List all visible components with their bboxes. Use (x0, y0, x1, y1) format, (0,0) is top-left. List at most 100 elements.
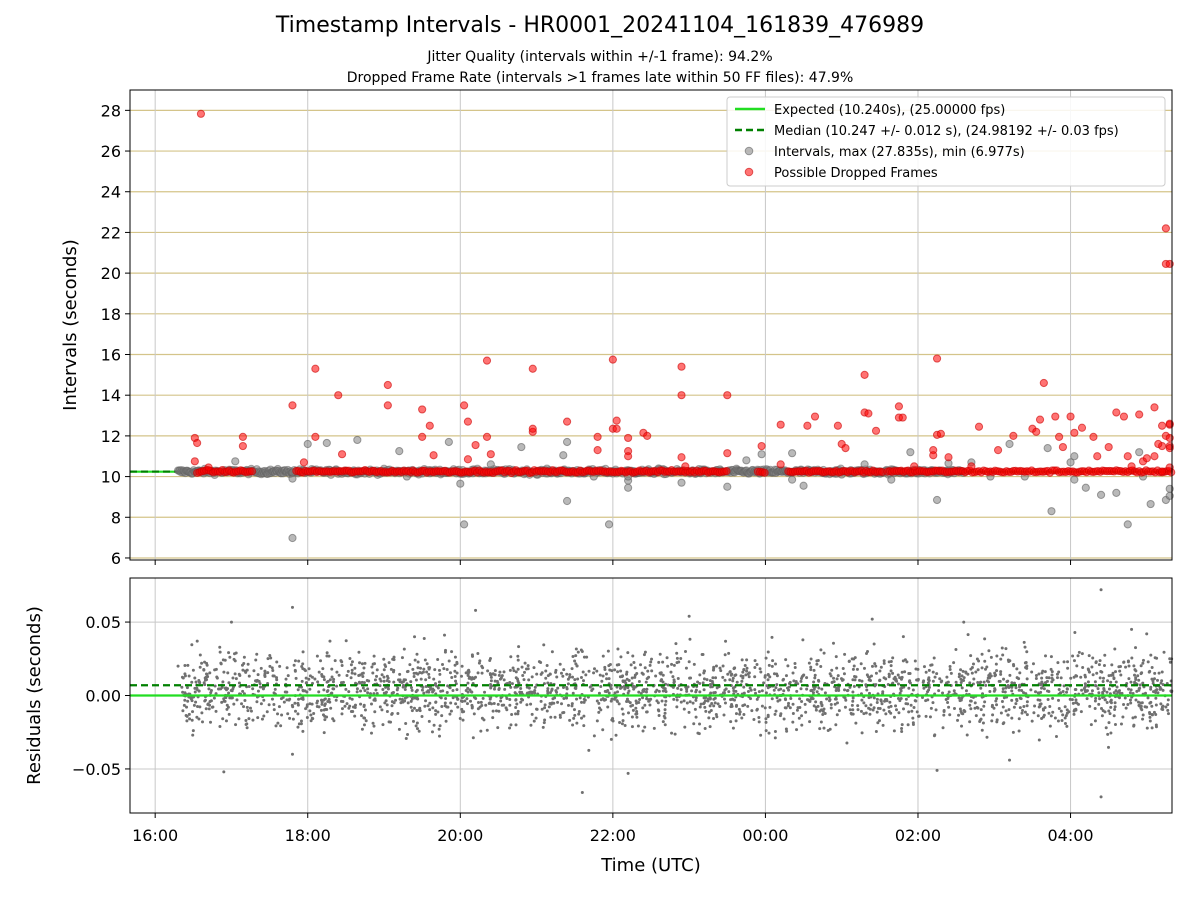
residual-point (353, 714, 357, 718)
residual-point (805, 698, 809, 702)
dropped-frame-point (643, 431, 652, 440)
residual-point (242, 705, 246, 709)
residual-point (438, 672, 442, 676)
residual-point (387, 720, 391, 724)
residual-point (754, 691, 758, 695)
residual-point (922, 665, 926, 669)
residual-point (595, 699, 599, 703)
residual-point (807, 661, 811, 665)
residual-point (1122, 660, 1126, 664)
residual-point (329, 706, 333, 710)
residual-point (286, 674, 290, 678)
residual-point (403, 688, 407, 692)
residual-point (645, 687, 649, 691)
residual-point (865, 688, 869, 692)
residual-point (833, 697, 837, 701)
residual-point (835, 666, 839, 670)
residual-point (448, 712, 452, 716)
residual-point (852, 684, 856, 688)
residual-point (1100, 670, 1104, 674)
residual-point (416, 666, 420, 670)
residual-point (409, 699, 413, 703)
residual-point (419, 666, 423, 670)
interval-point (231, 457, 240, 466)
residual-point (603, 667, 607, 671)
residual-point (381, 723, 385, 727)
residual-point (1087, 670, 1091, 674)
residual-point (714, 713, 718, 717)
residual-point (425, 690, 429, 694)
residual-point (583, 698, 587, 702)
residual-point (979, 708, 983, 712)
residual-point (516, 658, 520, 662)
residual-point (1082, 686, 1086, 690)
residual-point (237, 717, 241, 721)
residual-point (580, 700, 584, 704)
residual-point (183, 698, 187, 702)
residual-point (994, 662, 998, 666)
residual-point (779, 687, 783, 691)
residual-point (1049, 667, 1053, 671)
residual-point (910, 709, 914, 713)
residual-point (1115, 685, 1119, 689)
residual-point (1114, 680, 1118, 684)
residual-point (607, 691, 611, 695)
residual-point (304, 707, 308, 711)
residual-point (185, 705, 189, 709)
dropped-frame-point (383, 401, 392, 410)
residual-point (476, 651, 480, 655)
residual-point (886, 682, 890, 686)
residual-point (355, 690, 359, 694)
residual-point (353, 705, 357, 709)
residual-point (799, 687, 803, 691)
residual-point (363, 689, 367, 693)
residual-point (427, 676, 431, 680)
residual-point (1083, 690, 1087, 694)
residual-point (576, 677, 580, 681)
residual-point (1145, 726, 1149, 730)
residual-point (1041, 708, 1045, 712)
residual-point (631, 654, 635, 658)
residual-point (649, 660, 653, 664)
residual-point (398, 680, 402, 684)
residual-point (870, 617, 874, 621)
residual-point (437, 680, 441, 684)
residual-point (212, 696, 216, 700)
residual-point (1129, 688, 1133, 692)
residual-point (516, 712, 520, 716)
dropped-frame-point (1058, 442, 1068, 452)
dropped-frame-point (722, 467, 731, 476)
residual-point (1001, 705, 1005, 709)
residual-point (416, 660, 420, 664)
residual-point (801, 638, 805, 642)
residual-point (598, 673, 602, 677)
residual-point (361, 671, 365, 675)
residual-point (940, 679, 944, 683)
residual-point (1034, 674, 1038, 678)
residual-point (403, 699, 407, 703)
residual-point (1049, 714, 1053, 718)
residual-point (532, 666, 536, 670)
residual-point (344, 639, 348, 643)
residual-point (623, 723, 627, 727)
residual-point (759, 733, 763, 737)
residual-point (900, 670, 904, 674)
residual-point (960, 674, 964, 678)
residual-point (578, 696, 582, 700)
residual-point (1018, 696, 1022, 700)
residual-point (256, 673, 260, 677)
residual-point (1129, 680, 1133, 684)
residual-point (947, 705, 951, 709)
residual-point (350, 660, 354, 664)
residual-point (729, 720, 733, 724)
residual-point (828, 699, 832, 703)
residual-point (322, 731, 326, 735)
residual-point (453, 655, 457, 659)
residual-point (516, 709, 520, 713)
residual-point (818, 709, 822, 713)
residual-point (346, 669, 350, 673)
residual-point (654, 690, 658, 694)
residual-point (741, 670, 745, 674)
dropped-frame-point (1070, 428, 1079, 437)
interval-point (1123, 520, 1132, 529)
